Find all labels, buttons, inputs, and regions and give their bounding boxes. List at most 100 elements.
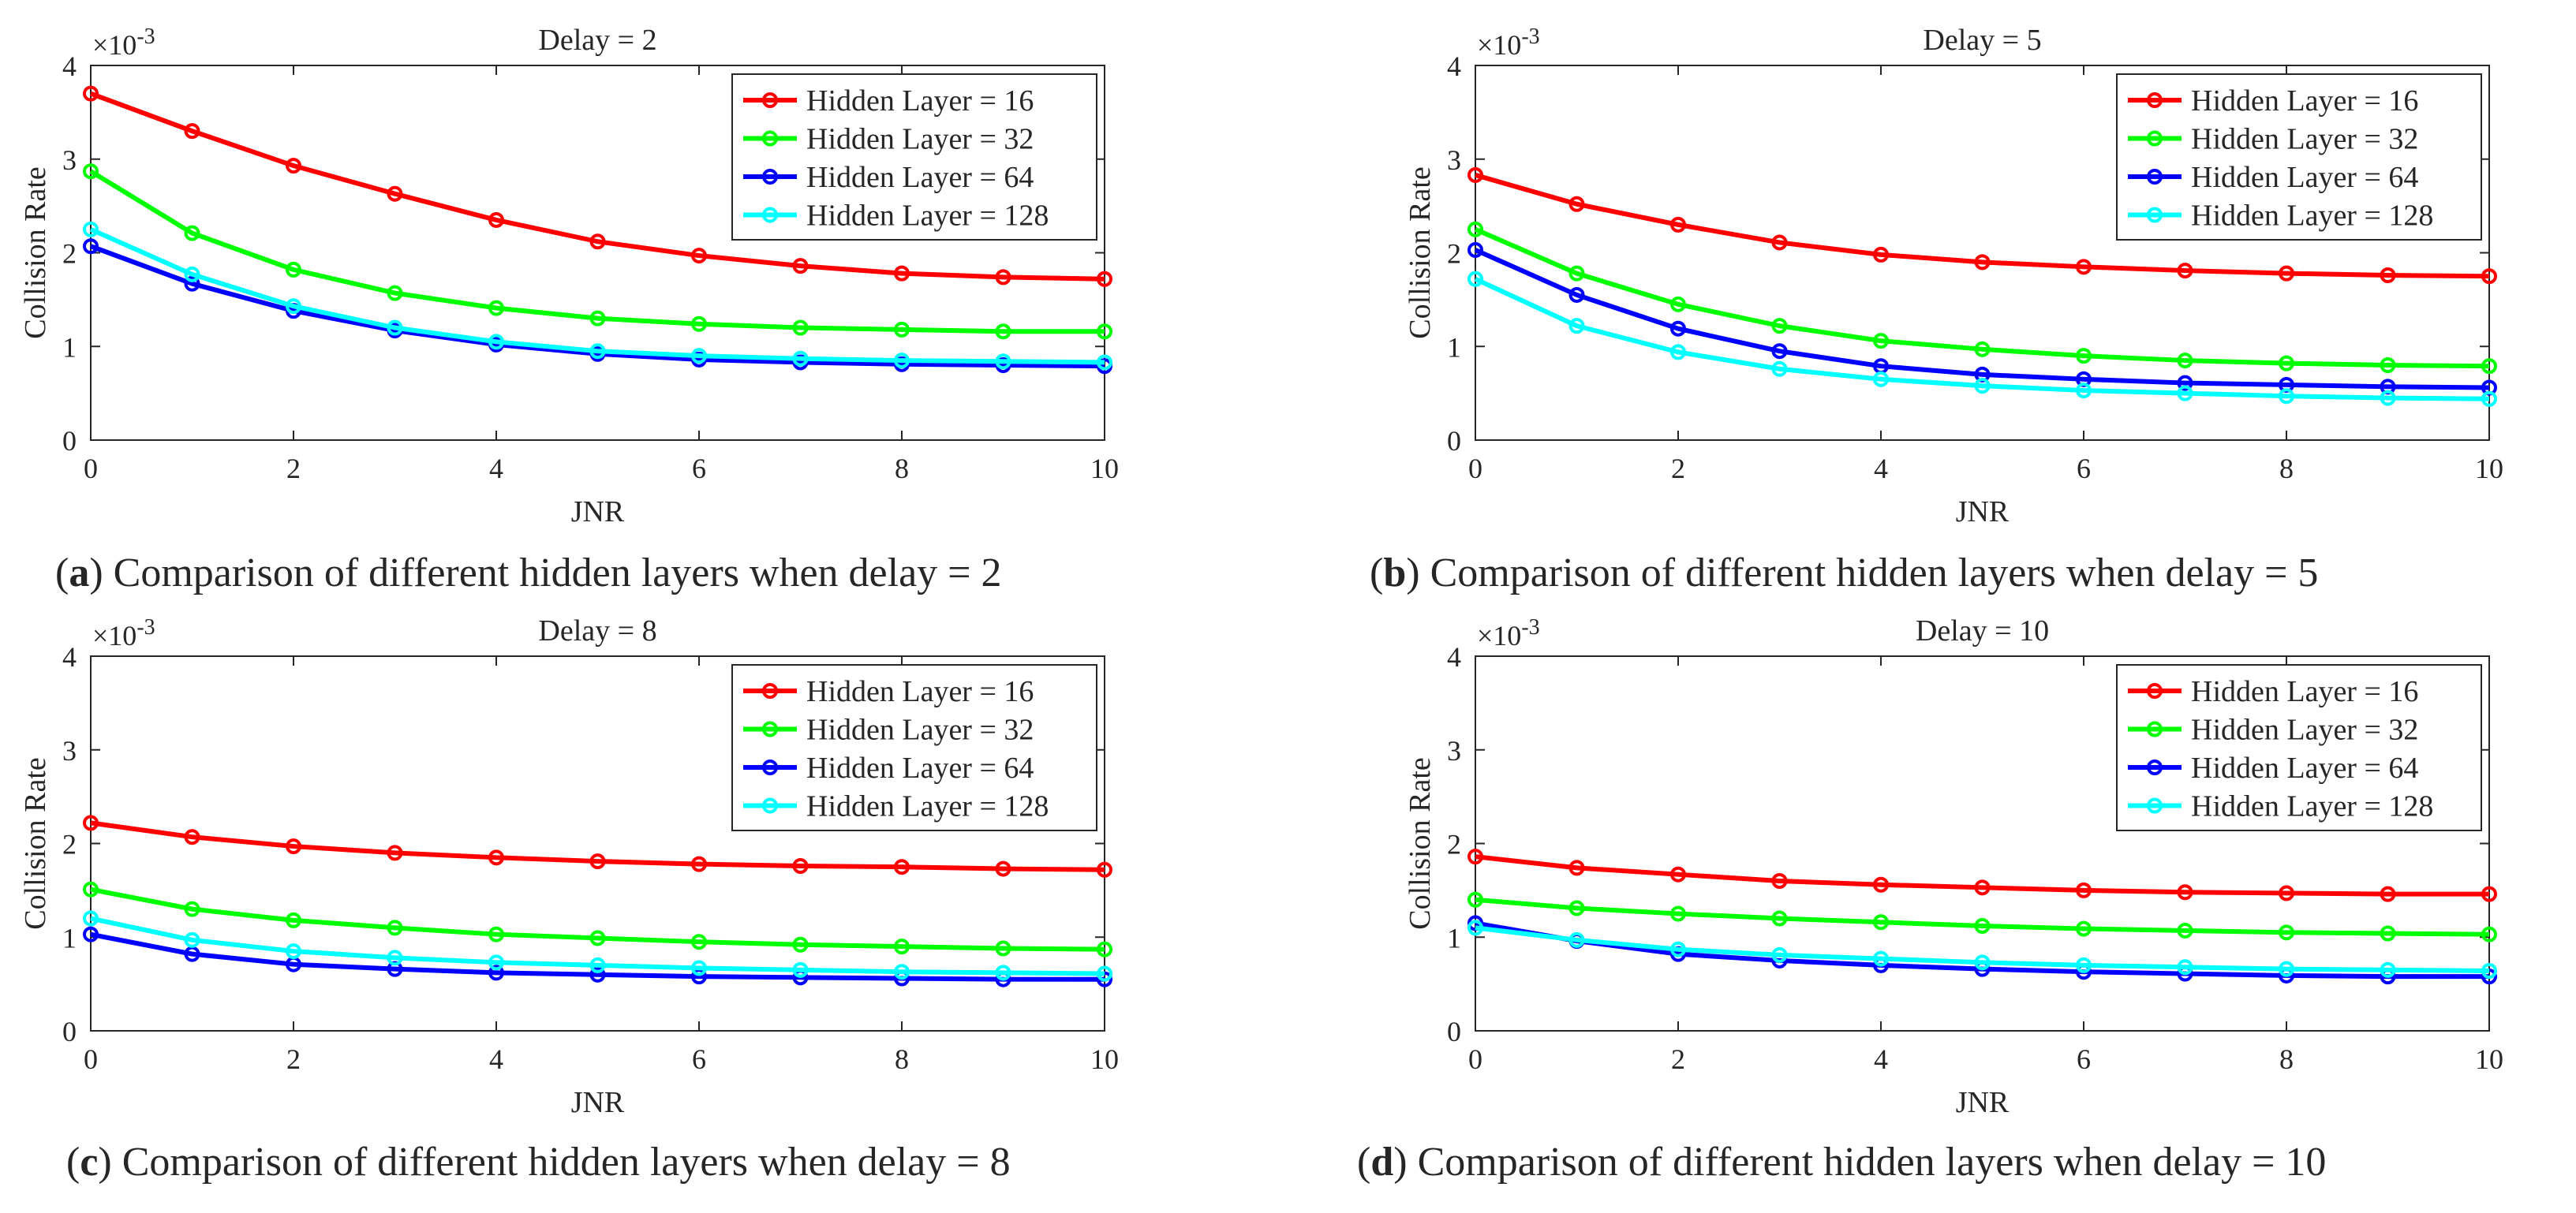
y-axis-exponent: ×10-3: [1477, 615, 1540, 651]
data-point: [589, 957, 606, 973]
legend-swatch-marker: [2147, 683, 2163, 699]
data-point: [1771, 343, 1788, 360]
legend-entry: Hidden Layer = 64: [2191, 752, 2418, 785]
data-point: [1873, 371, 1889, 387]
figure-caption: (d) Comparison of different hidden layer…: [1357, 1140, 2326, 1185]
data-point: [1670, 320, 1686, 337]
x-tick-label: 10: [1090, 453, 1119, 484]
data-point: [1771, 873, 1788, 889]
legend-entry: Hidden Layer = 32: [806, 123, 1034, 156]
series-path: [90, 820, 1105, 872]
data-point: [1097, 323, 1112, 340]
x-axis-label: JNR: [571, 495, 625, 528]
data-point: [1873, 333, 1889, 349]
data-point: [1097, 271, 1112, 287]
legend: Hidden Layer = 16 Hidden Layer = 32 Hidden…: [731, 73, 1097, 241]
series-line-2: [1467, 891, 2497, 942]
series-path: [1474, 277, 2490, 401]
data-point: [995, 860, 1011, 877]
data-point: [1771, 318, 1788, 334]
data-point: [488, 849, 504, 866]
legend-entry: Hidden Layer = 64: [806, 161, 1034, 194]
x-tick-label: 8: [895, 1043, 909, 1075]
data-point: [83, 221, 99, 237]
y-tick-label: 1: [62, 922, 77, 954]
data-point: [1873, 950, 1889, 967]
data-point: [83, 163, 99, 180]
data-point: [1771, 234, 1788, 251]
data-point: [1974, 879, 1991, 896]
data-point: [488, 926, 504, 942]
data-point: [387, 950, 403, 966]
series-path: [1475, 897, 2490, 937]
x-tick-label: 4: [1874, 453, 1888, 484]
data-point: [83, 238, 99, 255]
data-point: [387, 920, 403, 936]
legend-entry: Hidden Layer = 128: [806, 790, 1049, 823]
y-axis-exponent: ×10-3: [92, 615, 155, 651]
series-path: [90, 931, 1105, 982]
series-line-2: [1467, 221, 2497, 375]
x-tick-label: 2: [1671, 1043, 1685, 1075]
y-axis-label: Collision Rate: [1404, 166, 1437, 339]
x-tick-label: 6: [692, 1043, 706, 1075]
data-point: [1670, 344, 1686, 360]
figure-caption: (a) Comparison of different hidden layer…: [55, 551, 1002, 595]
data-point: [83, 815, 99, 831]
y-tick-label: 0: [1447, 1016, 1461, 1047]
data-point: [589, 233, 606, 250]
data-point: [1670, 905, 1686, 922]
data-point: [995, 965, 1011, 981]
x-tick-label: 8: [895, 453, 909, 484]
data-point: [1771, 910, 1788, 927]
data-point: [2076, 957, 2092, 973]
data-point: [2380, 390, 2396, 406]
y-tick-label: 3: [1447, 735, 1461, 767]
data-point: [2481, 390, 2497, 407]
data-point: [589, 310, 606, 327]
y-tick-label: 2: [62, 238, 77, 270]
series-line-1: [1467, 849, 2497, 902]
legend-entry: Hidden Layer = 16: [2191, 84, 2418, 118]
data-point: [995, 940, 1011, 957]
data-point: [184, 275, 200, 292]
data-point: [589, 966, 606, 983]
y-axis-label: Collision Rate: [19, 757, 52, 930]
legend-entry: Hidden Layer = 32: [2191, 714, 2418, 747]
data-point: [2279, 388, 2294, 405]
legend-entry: Hidden Layer = 128: [806, 200, 1049, 233]
data-point: [488, 211, 504, 228]
data-point: [894, 353, 910, 369]
legend-swatch-marker: [762, 683, 778, 699]
data-point: [2481, 886, 2497, 902]
data-point: [184, 901, 200, 917]
data-point: [2279, 924, 2294, 941]
data-point: [894, 321, 910, 338]
data-point: [1670, 941, 1686, 957]
y-tick-label: 2: [1447, 238, 1461, 270]
data-point: [488, 965, 504, 981]
data-point: [2481, 963, 2497, 979]
x-tick-label: 8: [2279, 1043, 2294, 1075]
data-point: [2380, 961, 2396, 978]
y-tick-label: 4: [62, 50, 77, 82]
data-point: [1467, 920, 1483, 936]
legend-swatch-marker: [762, 797, 778, 814]
data-point: [2279, 355, 2294, 371]
y-tick-label: 0: [62, 1016, 77, 1047]
data-point: [2481, 268, 2497, 285]
legend-entry: Hidden Layer = 32: [806, 714, 1034, 747]
data-point: [184, 931, 200, 948]
y-tick-label: 3: [1447, 144, 1461, 176]
data-point: [2279, 885, 2294, 901]
data-point: [691, 856, 707, 872]
data-point: [286, 261, 301, 278]
data-point: [1568, 931, 1585, 948]
chart-panel-a: 0 2 4 6 8 10 0 1 2 3 4 ×10-3 Delay = 2 JNR Collision R…: [19, 24, 1119, 595]
legend-entry: Hidden Layer = 16: [2191, 675, 2418, 708]
y-tick-label: 0: [62, 425, 77, 457]
series-line-1: [83, 85, 1112, 287]
series-path: [1475, 173, 2490, 279]
data-point: [286, 943, 301, 960]
y-tick-label: 1: [1447, 331, 1461, 363]
